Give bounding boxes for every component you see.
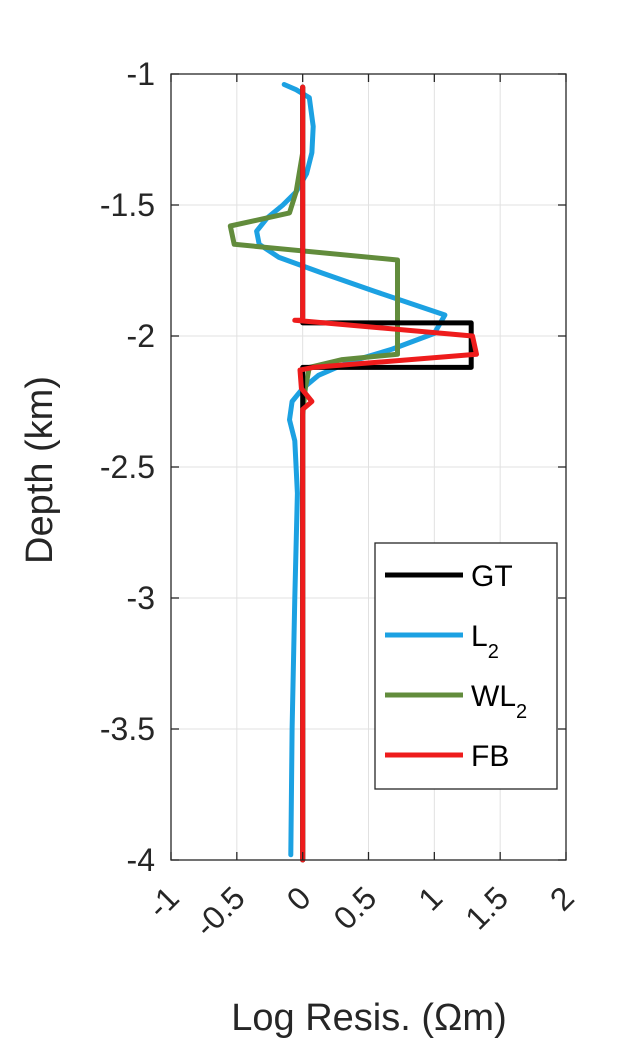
y-tick-label: -2.5 xyxy=(100,449,155,485)
y-tick-labels: -1 -1.5 -2 -2.5 -3 -3.5 -4 xyxy=(100,56,155,878)
series-line-wl2 xyxy=(227,84,400,863)
y-tick-label: -4 xyxy=(127,842,155,878)
x-tick-label: 2 xyxy=(543,879,581,917)
series-line-l2 xyxy=(254,82,448,858)
x-tick-label: 1.5 xyxy=(458,879,515,936)
legend-label-gt: GT xyxy=(471,560,513,593)
legend-label-l2: L2 xyxy=(471,620,499,663)
x-axis-title: Log Resis. (Ωm) xyxy=(231,997,506,1039)
x-tick-label: 1 xyxy=(411,879,449,917)
x-tick-label: -0.5 xyxy=(187,879,251,943)
x-tick-label: 0 xyxy=(280,879,318,917)
y-tick-label: -2 xyxy=(127,318,155,354)
y-axis-title: Depth (km) xyxy=(19,376,61,564)
legend-box xyxy=(374,542,558,790)
x-tick-label: -1 xyxy=(140,879,186,925)
y-tick-label: -3.5 xyxy=(100,711,155,747)
y-tick-label: -1 xyxy=(127,56,155,92)
y-tick-label: -3 xyxy=(127,580,155,616)
x-tick-label: 0.5 xyxy=(327,879,384,936)
axis-ticks xyxy=(170,73,567,861)
legend-label-wl2: WL2 xyxy=(471,680,527,723)
y-tick-label: -1.5 xyxy=(100,187,155,223)
x-tick-labels: -1 -0.5 0 0.5 1 1.5 2 xyxy=(140,879,581,943)
series-line-fb xyxy=(292,84,479,863)
legend: GT L2 WL2 FB xyxy=(374,542,558,790)
legend-label-fb: FB xyxy=(471,740,509,773)
series-lines xyxy=(227,82,479,863)
